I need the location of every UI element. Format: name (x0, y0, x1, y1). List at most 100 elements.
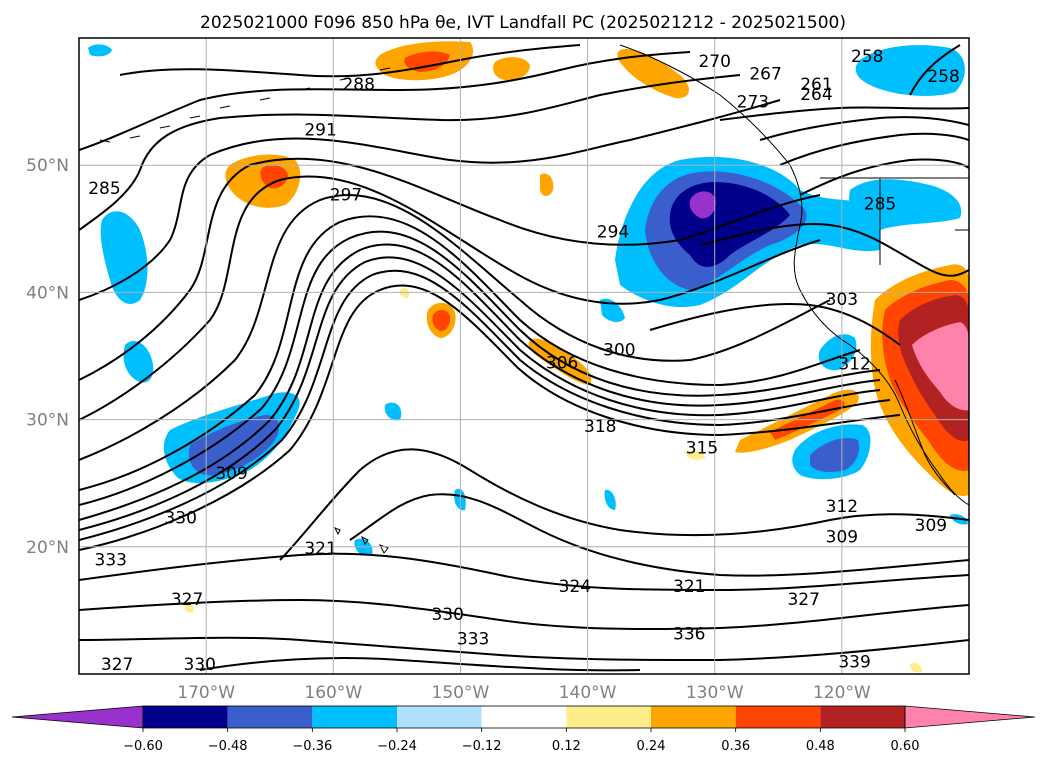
contour-label: 327 (787, 590, 819, 610)
neg-blob-west-edge (100, 211, 148, 304)
contour-label: 285 (88, 179, 120, 199)
colorbar-extend-low (11, 705, 144, 729)
contour-label: 297 (330, 185, 362, 205)
map-frame (78, 37, 970, 675)
x-tick-label: 130°W (686, 683, 744, 703)
pos-blob-north-3 (540, 173, 554, 196)
contour-label: 327 (171, 590, 203, 610)
colorbar-tick-label: 0.48 (806, 739, 835, 754)
contour-label: 270 (698, 52, 730, 72)
colorbar-extend-high (904, 705, 1036, 729)
contour-label: 273 (737, 93, 769, 113)
x-tick-label: 170°W (177, 683, 235, 703)
colorbar-box (227, 706, 313, 728)
colorbar-box (481, 706, 567, 728)
contour-label: 258 (927, 67, 959, 87)
x-tick-label: 150°W (432, 683, 490, 703)
state-boundaries (820, 177, 969, 265)
contour-label: 336 (673, 624, 705, 644)
contour-label: 324 (559, 577, 591, 597)
colorbar-tick-label: 0.12 (552, 739, 581, 754)
contour-label: 306 (546, 353, 578, 373)
neg-blob-small-5 (384, 402, 402, 421)
contour-label: 294 (597, 222, 629, 242)
colorbar-box (566, 706, 651, 728)
contour-label: 285 (864, 194, 896, 214)
pos-blob-north-core (404, 51, 450, 72)
pos-blob-aleutian-core (260, 164, 288, 189)
contour-label: 327 (101, 655, 133, 675)
y-tick-label: 40°N (26, 283, 69, 303)
colorbar-box (651, 706, 736, 728)
colorbar-box (820, 706, 905, 728)
contour-label: 267 (749, 65, 781, 85)
contour-label: 291 (304, 121, 336, 141)
contour-label: 312 (838, 355, 870, 375)
colorbar: −0.60 −0.48 −0.36 −0.24 −0.12 0.12 0.24 0.36 0.4… (11, 705, 1036, 754)
contour-label: 330 (184, 655, 216, 675)
contour-label: 333 (457, 629, 489, 649)
chart-title: 2025021000 F096 850 hPa θe, IVT Landfall… (200, 13, 846, 33)
colorbar-tick-label: −0.36 (292, 739, 332, 754)
pos-blob-small-a (685, 450, 705, 460)
contour-label: 258 (851, 47, 883, 67)
neg-blob-small-1 (600, 298, 625, 322)
contour-label: 300 (603, 341, 635, 361)
contour-label: 303 (826, 290, 858, 310)
contour-label: 264 (800, 85, 832, 105)
contour-label: 330 (431, 605, 463, 625)
x-tick-label: 140°W (559, 683, 617, 703)
theta-e-contours (79, 44, 969, 672)
colorbar-box (397, 706, 482, 728)
contour-label: 309 (215, 464, 247, 484)
contour-labels: 288 291 297 294 303 300 306 312 318 315 309 330 321 3… (88, 47, 960, 675)
contour-label: 333 (95, 551, 127, 571)
contour-label: 339 (838, 652, 870, 672)
pos-blob-small-d (910, 662, 922, 673)
y-tick-label: 30°N (26, 411, 69, 431)
y-tick-label: 20°N (26, 538, 69, 558)
contour-label: 321 (304, 539, 336, 559)
coastlines (99, 44, 969, 554)
colorbar-tick-label: 0.60 (891, 739, 920, 754)
pos-blob-north-2 (493, 57, 530, 80)
colorbar-tick-label: −0.48 (208, 739, 248, 754)
colorbar-tick-label: −0.24 (377, 739, 417, 754)
colorbar-frame (142, 705, 906, 729)
contour-label: 312 (826, 497, 858, 517)
colorbar-tick-label: −0.12 (462, 739, 502, 754)
colorbar-box (735, 706, 821, 728)
colorbar-box (143, 706, 228, 728)
colorbar-box (312, 706, 397, 728)
neg-blob-subtrop-west-2 (188, 415, 279, 476)
neg-blob-ne-pacific-core (689, 191, 716, 219)
contour-label: 309 (826, 528, 858, 548)
contour-label: 261 (800, 75, 832, 95)
contour-label: 315 (686, 439, 718, 459)
y-axis-ticks: 20°N 30°N 40°N 50°N (26, 156, 69, 558)
contour-label: 330 (164, 509, 196, 529)
pos-blob-small-c (184, 602, 194, 613)
contour-label: 321 (673, 577, 705, 597)
x-tick-label: 160°W (304, 683, 362, 703)
colorbar-tick-label: 0.36 (721, 739, 750, 754)
pos-blob-california-core (912, 322, 969, 411)
map-field: 288 291 297 294 303 300 306 312 318 315 309 330 321 3… (79, 38, 969, 675)
neg-blob-small-3 (604, 489, 616, 510)
colorbar-tick-label: 0.24 (637, 739, 666, 754)
y-tick-label: 50°N (26, 156, 69, 176)
neg-blob-ne-corner (855, 45, 965, 96)
baja-coast (894, 379, 956, 496)
x-tick-label: 120°W (813, 683, 871, 703)
neg-blob-west-edge-2 (123, 340, 154, 383)
contour-label: 309 (915, 516, 947, 536)
neg-blob-west-corner (88, 44, 112, 57)
x-axis-ticks: 170°W 160°W 150°W 140°W 130°W 120°W (177, 683, 871, 703)
contour-label: 318 (584, 417, 616, 437)
contour-label: 288 (342, 75, 374, 95)
gridlines (79, 38, 969, 674)
pos-blob-mid-core (432, 309, 451, 332)
pos-blob-alaska (617, 49, 690, 99)
neg-blob-subtrop-east-2 (810, 438, 860, 473)
